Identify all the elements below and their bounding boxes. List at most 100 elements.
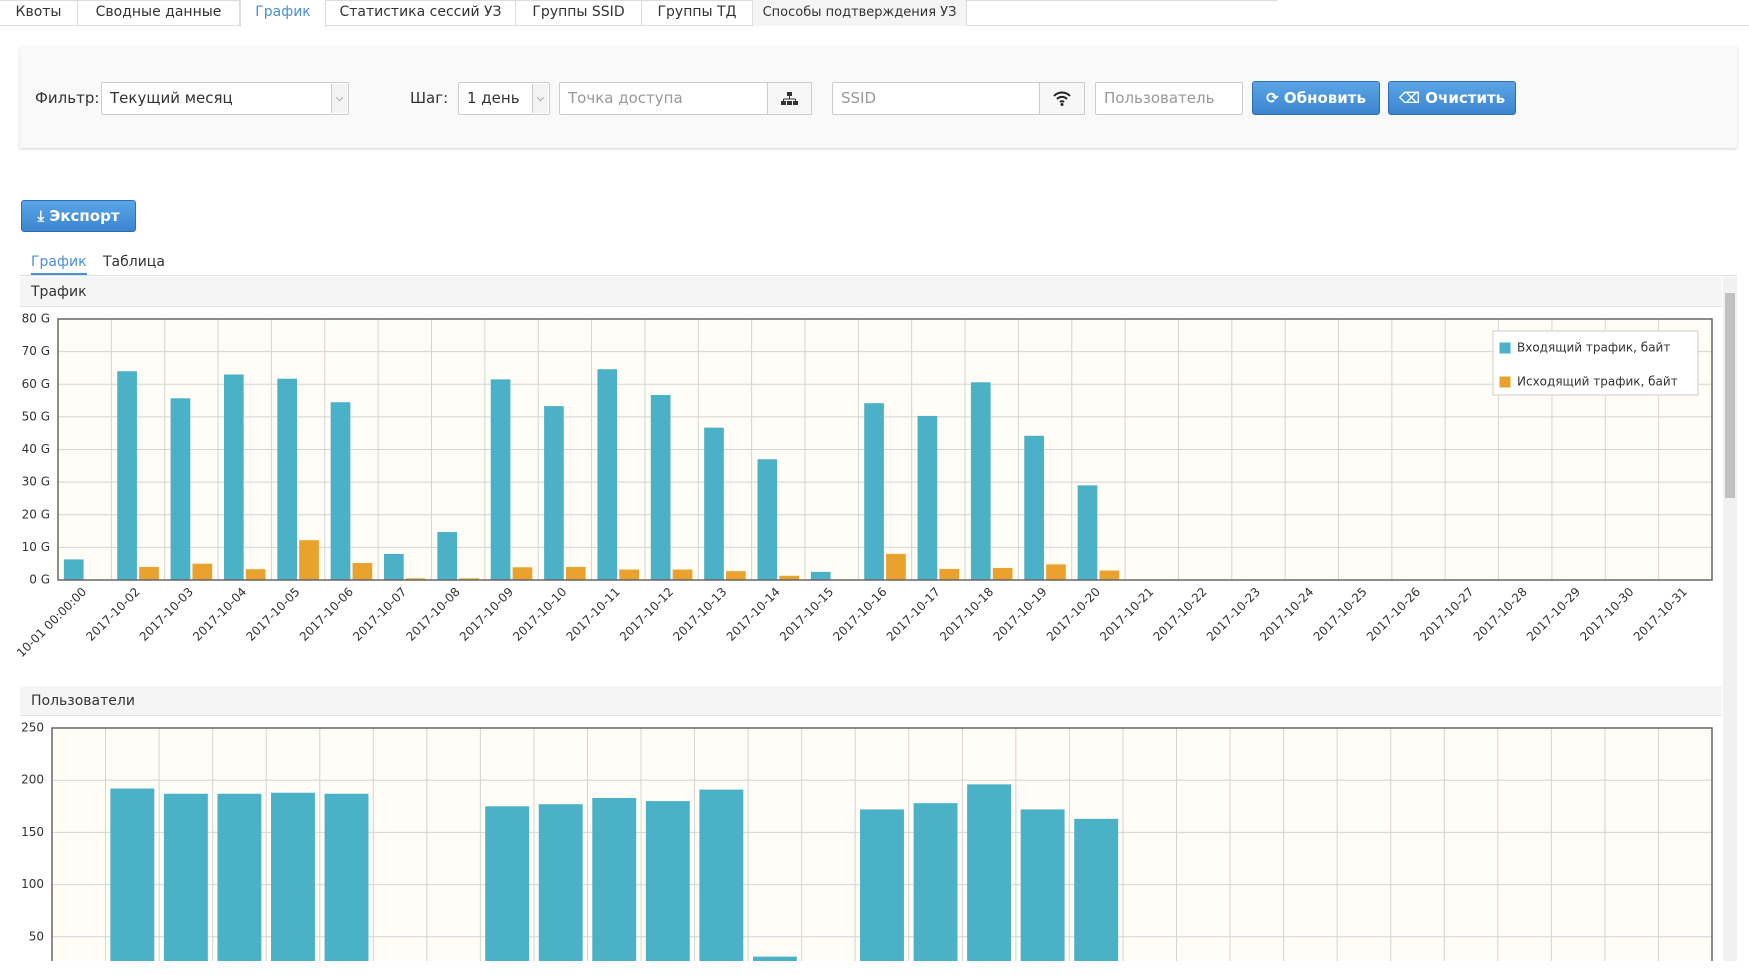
- bar: [164, 794, 208, 975]
- bar: [864, 403, 884, 580]
- x-tick-label: 2017-10-08: [404, 585, 463, 644]
- bar: [646, 801, 690, 975]
- bar: [117, 371, 137, 580]
- bar: [993, 568, 1013, 580]
- x-tick-label: 2017-10-27: [1417, 585, 1476, 644]
- x-tick-label: 2017-10-19: [990, 585, 1049, 644]
- y-tick-label: 40 G: [22, 442, 50, 456]
- x-tick-label: 2017-10-02: [83, 585, 142, 644]
- x-tick-label: 2017-10-21: [1097, 585, 1156, 644]
- x-tick-label: 10-01 00:00:00: [14, 585, 89, 660]
- bar: [886, 554, 906, 580]
- bar: [566, 567, 586, 580]
- x-tick-label: 2017-10-15: [777, 585, 836, 644]
- bar: [384, 554, 404, 580]
- bar: [64, 559, 84, 580]
- x-tick-label: 2017-10-09: [457, 585, 516, 644]
- bar: [437, 532, 457, 580]
- chart: 50 100 150 200 250: [21, 721, 1712, 975]
- bar: [914, 803, 958, 975]
- bar: [939, 569, 959, 580]
- x-tick-label: 2017-10-31: [1631, 585, 1690, 644]
- x-tick-label: 2017-10-05: [243, 585, 302, 644]
- x-tick-label: 2017-10-17: [884, 585, 943, 644]
- x-tick-label: 2017-10-03: [137, 585, 196, 644]
- y-tick-label: 60 G: [22, 377, 50, 391]
- x-tick-label: 2017-10-07: [350, 585, 409, 644]
- y-tick-label: 150: [21, 825, 44, 839]
- chart: 0 G10 G20 G30 G40 G50 G60 G70 G80 G10-01…: [14, 312, 1712, 661]
- bar: [704, 428, 724, 580]
- x-tick-label: 2017-10-22: [1151, 585, 1210, 644]
- bar: [1046, 564, 1066, 580]
- bar: [110, 789, 154, 975]
- bar: [271, 793, 315, 975]
- bar: [651, 395, 671, 580]
- bar: [967, 784, 1011, 975]
- x-tick-label: 2017-10-25: [1311, 585, 1370, 644]
- y-tick-label: 50: [29, 929, 44, 943]
- x-tick-label: 2017-10-10: [510, 585, 569, 644]
- bar: [619, 570, 639, 580]
- bar: [971, 382, 991, 580]
- y-tick-label: 30 G: [22, 475, 50, 489]
- y-tick-label: 50 G: [22, 409, 50, 423]
- y-tick-label: 200: [21, 773, 44, 787]
- bar: [918, 416, 938, 580]
- y-tick-label: 80 G: [22, 312, 50, 326]
- y-tick-label: 0 G: [29, 573, 50, 587]
- bar: [544, 406, 564, 580]
- bar: [331, 402, 351, 580]
- bar: [513, 567, 533, 580]
- y-tick-label: 100: [21, 877, 44, 891]
- bar: [1021, 809, 1065, 975]
- bar: [592, 798, 636, 975]
- bar: [491, 379, 511, 580]
- bar: [1074, 819, 1118, 975]
- x-tick-label: 2017-10-20: [1044, 585, 1103, 644]
- bar: [758, 459, 778, 580]
- bar: [1078, 485, 1098, 580]
- bar: [1100, 571, 1120, 580]
- x-tick-label: 2017-10-11: [564, 585, 623, 644]
- bar: [1024, 436, 1044, 580]
- x-tick-label: 2017-10-28: [1471, 585, 1530, 644]
- bar: [277, 379, 297, 580]
- bar: [485, 806, 529, 975]
- bar: [171, 398, 191, 580]
- bar: [353, 563, 373, 580]
- bar: [753, 957, 797, 975]
- bar: [139, 567, 159, 580]
- x-tick-label: 2017-10-29: [1524, 585, 1583, 644]
- bar: [597, 369, 617, 580]
- x-tick-label: 2017-10-06: [297, 585, 356, 644]
- x-tick-label: 2017-10-13: [670, 585, 729, 644]
- x-tick-label: 2017-10-04: [190, 585, 249, 644]
- bar: [192, 564, 212, 580]
- y-tick-label: 20 G: [22, 507, 50, 521]
- bar: [299, 540, 319, 580]
- x-tick-label: 2017-10-23: [1204, 585, 1263, 644]
- bar: [811, 572, 831, 580]
- x-tick-label: 2017-10-12: [617, 585, 676, 644]
- x-tick-label: 2017-10-16: [830, 585, 889, 644]
- y-tick-label: 250: [21, 721, 44, 735]
- y-tick-label: 70 G: [22, 344, 50, 358]
- bar: [217, 794, 261, 975]
- bar: [860, 809, 904, 975]
- x-tick-label: 2017-10-26: [1364, 585, 1423, 644]
- bar: [246, 569, 266, 580]
- x-tick-label: 2017-10-24: [1257, 585, 1316, 644]
- legend-label: Входящий трафик, байт: [1517, 341, 1670, 355]
- x-tick-label: 2017-10-14: [724, 585, 783, 644]
- bar: [325, 794, 369, 975]
- x-tick-label: 2017-10-30: [1577, 585, 1636, 644]
- x-tick-label: 2017-10-18: [937, 585, 996, 644]
- bar: [699, 790, 743, 975]
- scrollbar-thumb[interactable]: [1725, 293, 1735, 498]
- bar: [224, 374, 244, 580]
- bar: [673, 570, 693, 580]
- legend-swatch: [1499, 376, 1511, 388]
